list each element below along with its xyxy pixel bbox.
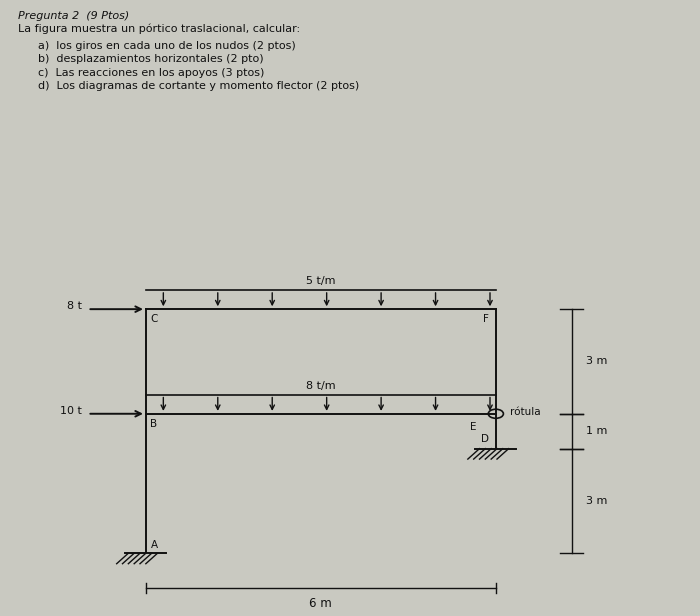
Text: 6 m: 6 m xyxy=(309,597,332,610)
Text: C: C xyxy=(150,314,158,325)
Text: 3 m: 3 m xyxy=(587,357,608,367)
Text: A: A xyxy=(150,540,158,549)
Text: B: B xyxy=(150,419,158,429)
Text: rótula: rótula xyxy=(510,407,541,417)
Text: a)  los giros en cada uno de los nudos (2 ptos): a) los giros en cada uno de los nudos (2… xyxy=(38,41,296,51)
Text: Pregunta 2  (9 Ptos): Pregunta 2 (9 Ptos) xyxy=(18,11,129,21)
Text: 1 m: 1 m xyxy=(587,426,608,436)
Text: La figura muestra un pórtico traslacional, calcular:: La figura muestra un pórtico traslaciona… xyxy=(18,23,300,34)
Text: 5 t/m: 5 t/m xyxy=(306,276,335,286)
Text: 3 m: 3 m xyxy=(587,496,608,506)
Text: 8 t/m: 8 t/m xyxy=(306,381,335,391)
Text: c)  Las reacciones en los apoyos (3 ptos): c) Las reacciones en los apoyos (3 ptos) xyxy=(38,68,265,78)
Text: 8 t: 8 t xyxy=(66,301,82,311)
Text: 10 t: 10 t xyxy=(60,406,82,416)
Text: E: E xyxy=(470,423,476,432)
Text: F: F xyxy=(483,314,489,325)
Text: b)  desplazamientos horizontales (2 pto): b) desplazamientos horizontales (2 pto) xyxy=(38,54,264,64)
Text: D: D xyxy=(481,434,489,445)
Text: d)  Los diagramas de cortante y momento flector (2 ptos): d) Los diagramas de cortante y momento f… xyxy=(38,81,360,91)
